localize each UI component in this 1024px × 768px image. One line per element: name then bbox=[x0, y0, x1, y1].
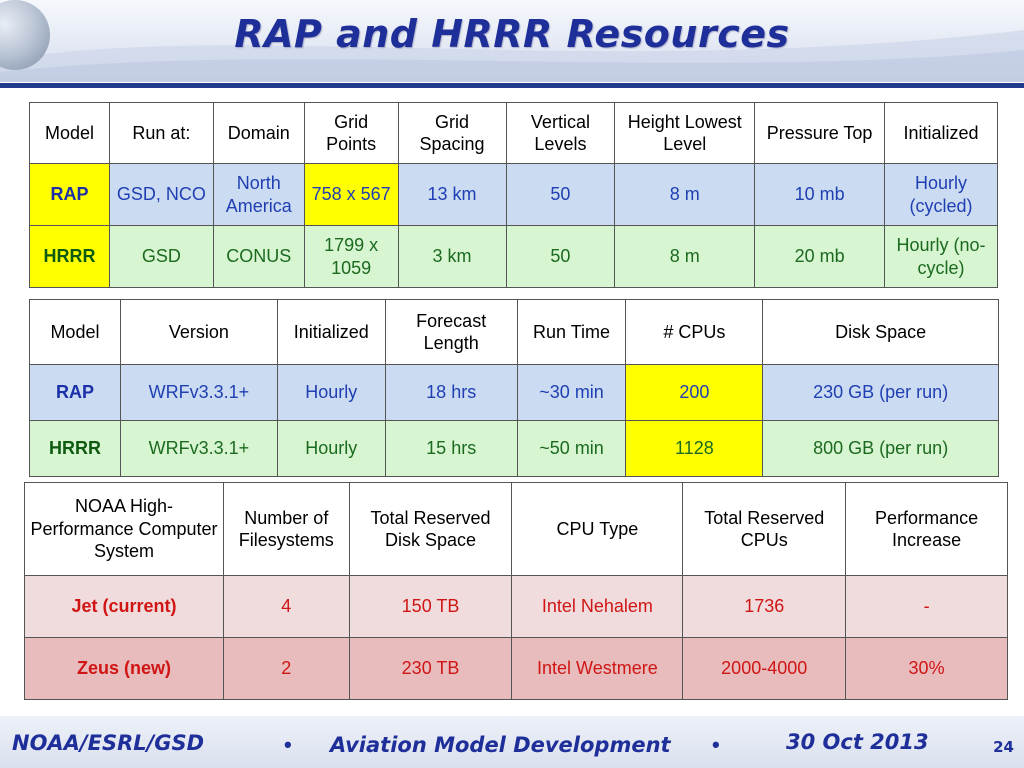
header-hpc-system: NOAA High-Performance Computer System bbox=[24, 482, 224, 576]
header-height-lowest-level: Height Lowest Level bbox=[614, 102, 756, 164]
table-cell: GSD, NCO bbox=[108, 163, 214, 226]
table-cell: 15 hrs bbox=[384, 420, 518, 477]
header-performance-increase: Performance Increase bbox=[845, 482, 1008, 576]
model-config-table: Model Run at: Domain Grid Points Grid Sp… bbox=[29, 102, 998, 288]
table-cell: 758 x 567 bbox=[303, 163, 399, 226]
page-number: 24 bbox=[993, 738, 1014, 756]
table-cell: 800 GB (per run) bbox=[762, 420, 999, 477]
header-domain: Domain bbox=[212, 102, 305, 164]
table-row: HRRR WRFv3.3.1+ Hourly 15 hrs ~50 min 11… bbox=[29, 420, 999, 477]
model-cell: HRRR bbox=[29, 420, 121, 477]
header-grid-spacing: Grid Spacing bbox=[397, 102, 507, 164]
table-cell: GSD bbox=[108, 225, 214, 288]
table-cell: 1736 bbox=[682, 575, 847, 638]
footer-topic: Aviation Model Development bbox=[330, 733, 671, 757]
footer-bullet: • bbox=[284, 732, 292, 757]
table-row: RAP WRFv3.3.1+ Hourly 18 hrs ~30 min 200… bbox=[29, 364, 999, 421]
table-cell: 2 bbox=[223, 637, 350, 700]
header-forecast-length: Forecast Length bbox=[384, 299, 518, 365]
table-row: HRRR GSD CONUS 1799 x 1059 3 km 50 8 m 2… bbox=[29, 225, 998, 288]
system-cell: Zeus (new) bbox=[24, 637, 224, 700]
table-cell: 150 TB bbox=[348, 575, 513, 638]
table-cell: 230 GB (per run) bbox=[762, 364, 999, 421]
header-disk-space: Total Reserved Disk Space bbox=[348, 482, 513, 576]
model-cell: HRRR bbox=[29, 225, 110, 288]
header-run-time: Run Time bbox=[516, 299, 627, 365]
table-cell: 230 TB bbox=[348, 637, 513, 700]
model-cell: RAP bbox=[29, 163, 110, 226]
footer-org: NOAA/ESRL/GSD bbox=[12, 731, 205, 755]
table-cell: North America bbox=[212, 163, 305, 226]
table-cell: Intel Westmere bbox=[511, 637, 684, 700]
table-cell: 18 hrs bbox=[384, 364, 518, 421]
table-cell: Hourly (cycled) bbox=[884, 163, 998, 226]
header-filesystems: Number of Filesystems bbox=[223, 482, 350, 576]
table-cell: ~50 min bbox=[516, 420, 627, 477]
model-resources-table: Model Version Initialized Forecast Lengt… bbox=[29, 299, 999, 477]
header-model: Model bbox=[29, 102, 110, 164]
header-grid-points: Grid Points bbox=[303, 102, 399, 164]
table-cell: WRFv3.3.1+ bbox=[119, 420, 278, 477]
table-cell: 1799 x 1059 bbox=[303, 225, 399, 288]
table-cell: 50 bbox=[505, 163, 616, 226]
table-cell: Hourly bbox=[276, 420, 386, 477]
header-initialized: Initialized bbox=[884, 102, 998, 164]
table-cell: ~30 min bbox=[516, 364, 627, 421]
table-header-row: Model Run at: Domain Grid Points Grid Sp… bbox=[29, 102, 998, 164]
table-row: RAP GSD, NCO North America 758 x 567 13 … bbox=[29, 163, 998, 226]
table-header-row: NOAA High-Performance Computer System Nu… bbox=[24, 482, 1008, 576]
header-cpus: # CPUs bbox=[625, 299, 764, 365]
hpc-systems-table: NOAA High-Performance Computer System Nu… bbox=[24, 482, 1008, 700]
header-model: Model bbox=[29, 299, 121, 365]
table-cell: 2000-4000 bbox=[682, 637, 847, 700]
table-cell: 8 m bbox=[614, 225, 756, 288]
table-cell: 1128 bbox=[625, 420, 764, 477]
table-cell: 30% bbox=[845, 637, 1008, 700]
header-swoosh-decoration bbox=[0, 30, 1024, 82]
table-cell: CONUS bbox=[212, 225, 305, 288]
table-cell: Hourly bbox=[276, 364, 386, 421]
table-cell: 4 bbox=[223, 575, 350, 638]
title-rule bbox=[0, 83, 1024, 88]
table-cell: 50 bbox=[505, 225, 616, 288]
header-vertical-levels: Vertical Levels bbox=[505, 102, 616, 164]
header-reserved-cpus: Total Reserved CPUs bbox=[682, 482, 847, 576]
table-cell: 20 mb bbox=[754, 225, 886, 288]
table-cell: Intel Nehalem bbox=[511, 575, 684, 638]
table-cell: Hourly (no-cycle) bbox=[884, 225, 998, 288]
page-title: RAP and HRRR Resources bbox=[234, 12, 790, 56]
footer-date: 30 Oct 2013 bbox=[786, 730, 929, 754]
table-row: Jet (current) 4 150 TB Intel Nehalem 173… bbox=[24, 575, 1008, 638]
header-disk-space: Disk Space bbox=[762, 299, 999, 365]
table-cell: - bbox=[845, 575, 1008, 638]
table-cell: 8 m bbox=[614, 163, 756, 226]
system-cell: Jet (current) bbox=[24, 575, 224, 638]
header-version: Version bbox=[119, 299, 278, 365]
table-cell: WRFv3.3.1+ bbox=[119, 364, 278, 421]
header-initialized: Initialized bbox=[276, 299, 386, 365]
table-cell: 13 km bbox=[397, 163, 507, 226]
header-pressure-top: Pressure Top bbox=[754, 102, 886, 164]
table-header-row: Model Version Initialized Forecast Lengt… bbox=[29, 299, 999, 365]
header-cpu-type: CPU Type bbox=[511, 482, 684, 576]
table-cell: 200 bbox=[625, 364, 764, 421]
header-run-at: Run at: bbox=[108, 102, 214, 164]
footer-bullet: • bbox=[712, 732, 720, 757]
model-cell: RAP bbox=[29, 364, 121, 421]
table-cell: 3 km bbox=[397, 225, 507, 288]
footer-band bbox=[0, 716, 1024, 768]
table-row: Zeus (new) 2 230 TB Intel Westmere 2000-… bbox=[24, 637, 1008, 700]
table-cell: 10 mb bbox=[754, 163, 886, 226]
